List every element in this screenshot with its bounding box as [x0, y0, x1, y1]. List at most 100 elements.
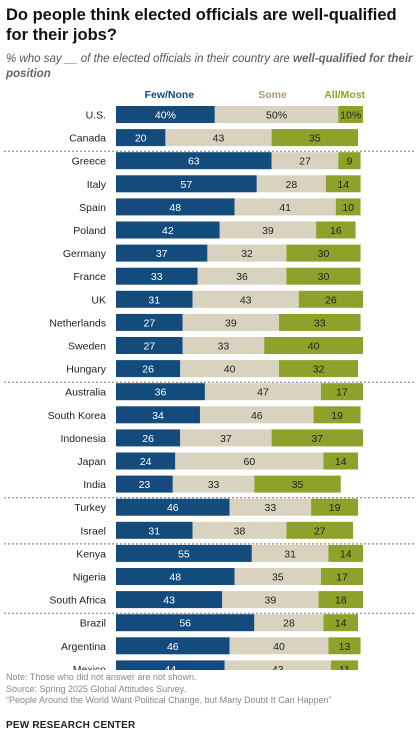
- legend-some: Some: [258, 89, 287, 101]
- bar-spain-few-none: [116, 198, 235, 216]
- row-label-argentina: Argentina: [61, 641, 106, 653]
- value-south-korea-few-none: 34: [152, 410, 164, 422]
- bar-france-some: [197, 267, 287, 285]
- legend-all-most: All/Most: [324, 89, 365, 101]
- row-label-japan: Japan: [77, 456, 106, 468]
- bar-australia-some: [204, 383, 322, 401]
- value-south-korea-some: 46: [251, 410, 263, 422]
- bar-sweden-all-most: [264, 337, 363, 354]
- value-nigeria-few-none: 48: [169, 572, 181, 584]
- bar-nigeria-few-none: [116, 568, 235, 585]
- value-australia-all-most: 17: [336, 387, 348, 399]
- bar-italy-some: [256, 175, 326, 193]
- row-label-south-africa: South Africa: [49, 595, 106, 607]
- value-hungary-few-none: 26: [142, 364, 154, 376]
- value-brazil-all-most: 14: [335, 618, 347, 630]
- value-mexico-some: 43: [272, 664, 284, 670]
- bar-nigeria-some: [234, 568, 322, 585]
- bar-spain-all-most: [335, 198, 361, 216]
- value-turkey-few-none: 46: [167, 502, 179, 514]
- value-uk-some: 43: [240, 294, 252, 306]
- value-spain-some: 41: [279, 202, 291, 214]
- value-canada-all-most: 35: [309, 133, 321, 145]
- bar-india-some: [172, 475, 255, 493]
- row-label-u-s: U.S.: [86, 110, 106, 122]
- row-label-france: France: [73, 271, 106, 283]
- row-label-brazil: Brazil: [80, 618, 106, 630]
- chart-title: Do people think elected officials are we…: [6, 6, 397, 44]
- value-india-few-none: 23: [139, 479, 151, 491]
- value-uk-few-none: 31: [148, 294, 160, 306]
- bar-poland-some: [219, 221, 317, 239]
- bar-india-all-most: [254, 475, 341, 493]
- value-hungary-some: 40: [224, 364, 236, 376]
- value-nigeria-some: 35: [272, 572, 284, 584]
- value-australia-some: 47: [257, 387, 269, 399]
- bar-israel-all-most: [286, 521, 354, 539]
- chart-subtitle: % who say __ of the elected officials in…: [6, 52, 416, 82]
- bar-south-korea-all-most: [313, 406, 361, 424]
- value-india-some: 33: [208, 479, 220, 491]
- value-italy-few-none: 57: [181, 179, 193, 191]
- value-argentina-few-none: 46: [167, 641, 179, 653]
- value-italy-some: 28: [286, 179, 298, 191]
- bar-argentina-few-none: [116, 637, 230, 655]
- bar-australia-all-most: [321, 383, 363, 401]
- value-argentina-some: 40: [273, 641, 285, 653]
- row-label-hungary: Hungary: [66, 364, 106, 376]
- bar-turkey-few-none: [116, 498, 230, 516]
- row-label-kenya: Kenya: [76, 548, 106, 560]
- value-argentina-all-most: 13: [339, 641, 351, 653]
- value-u-s-some: 50%: [266, 110, 287, 122]
- value-sweden-all-most: 40: [308, 341, 320, 353]
- bar-netherlands-all-most: [279, 313, 361, 331]
- footer-note: Note: Those who did not answer are not s…: [6, 672, 197, 682]
- value-mexico-few-none: 44: [164, 664, 176, 670]
- value-south-africa-few-none: 43: [163, 595, 175, 607]
- bar-italy-few-none: [116, 175, 257, 193]
- bar-japan-few-none: [116, 452, 176, 470]
- value-sweden-few-none: 27: [143, 341, 155, 353]
- legend-few-none: Few/None: [145, 89, 195, 101]
- row-label-india: India: [83, 479, 106, 491]
- value-south-korea-all-most: 19: [331, 410, 343, 422]
- value-poland-few-none: 42: [162, 225, 174, 237]
- value-spain-few-none: 48: [169, 202, 181, 214]
- bar-turkey-some: [229, 498, 312, 516]
- row-label-nigeria: Nigeria: [73, 572, 106, 584]
- value-greece-few-none: 63: [188, 156, 200, 168]
- bar-mexico-some: [224, 660, 331, 670]
- bar-indonesia-some: [180, 429, 272, 447]
- value-france-all-most: 30: [318, 271, 330, 283]
- row-label-uk: UK: [91, 294, 106, 306]
- value-greece-some: 27: [299, 156, 311, 168]
- bar-germany-all-most: [286, 244, 361, 262]
- bar-netherlands-few-none: [116, 313, 183, 331]
- value-u-s-all-most: 10%: [340, 110, 361, 122]
- value-japan-all-most: 14: [335, 456, 347, 468]
- bar-argentina-some: [229, 637, 329, 655]
- bar-south-korea-few-none: [116, 406, 200, 424]
- footer-source: Source: Spring 2025 Global Attitudes Sur…: [6, 683, 186, 694]
- bar-poland-few-none: [116, 221, 220, 239]
- bar-greece-all-most: [338, 152, 361, 170]
- bar-spain-some: [234, 198, 336, 216]
- row-label-turkey: Turkey: [74, 502, 106, 514]
- bar-argentina-all-most: [328, 637, 361, 655]
- row-label-indonesia: Indonesia: [60, 433, 106, 445]
- bar-south-korea-some: [199, 406, 314, 424]
- bar-uk-all-most: [298, 290, 363, 308]
- bar-hungary-few-none: [116, 360, 181, 378]
- value-canada-some: 43: [213, 133, 225, 145]
- row-label-mexico: Mexico: [73, 664, 106, 670]
- chart-footer: Note: Those who did not answer are not s…: [6, 672, 418, 707]
- row-label-south-korea: South Korea: [48, 410, 107, 422]
- row-label-israel: Israel: [80, 525, 106, 537]
- value-poland-some: 39: [262, 225, 274, 237]
- bar-germany-few-none: [116, 244, 208, 262]
- row-label-spain: Spain: [79, 202, 106, 214]
- value-canada-few-none: 20: [135, 133, 147, 145]
- bar-italy-all-most: [325, 175, 361, 193]
- bar-brazil-all-most: [323, 614, 359, 632]
- organization-label: PEW RESEARCH CENTER: [6, 720, 136, 731]
